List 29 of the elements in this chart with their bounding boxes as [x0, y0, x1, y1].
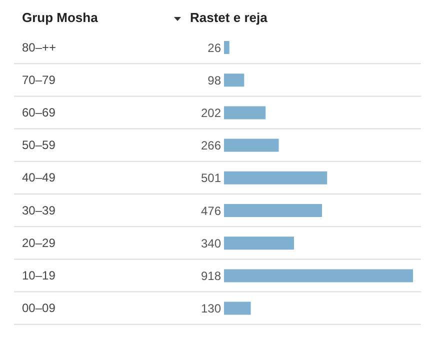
bar [224, 204, 322, 217]
bar [224, 171, 328, 184]
bar [224, 138, 279, 152]
x-axis-title: Rastet e reja [190, 10, 268, 25]
bar [224, 106, 266, 120]
y-tick-label: 60–69 [22, 106, 56, 120]
y-tick-label: 50–59 [22, 138, 56, 152]
bar [224, 74, 244, 87]
data-label: 130 [200, 302, 222, 316]
data-label: 501 [200, 171, 222, 186]
y-tick-label: 00–09 [22, 301, 56, 316]
data-label: 476 [200, 204, 222, 218]
data-label: 340 [200, 236, 222, 250]
data-label: 26 [208, 40, 222, 55]
data-label: 918 [200, 268, 222, 283]
bar [224, 41, 230, 54]
y-tick-label: 80–++ [22, 40, 56, 54]
bar [224, 269, 413, 282]
y-tick-label: 10–19 [22, 268, 56, 282]
y-tick-label: 40–49 [22, 170, 56, 185]
y-tick-label: 30–39 [22, 203, 56, 218]
bar [224, 236, 294, 250]
data-label: 202 [200, 106, 222, 120]
y-tick-label: 70–79 [22, 72, 56, 87]
data-label: 98 [208, 73, 222, 88]
y-axis-title: Grup Mosha [22, 10, 98, 25]
data-label: 266 [200, 138, 222, 153]
bar [224, 302, 251, 315]
y-tick-label: 20–29 [22, 236, 56, 250]
